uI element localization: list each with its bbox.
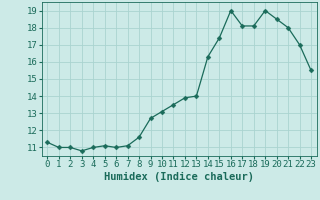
X-axis label: Humidex (Indice chaleur): Humidex (Indice chaleur) bbox=[104, 172, 254, 182]
